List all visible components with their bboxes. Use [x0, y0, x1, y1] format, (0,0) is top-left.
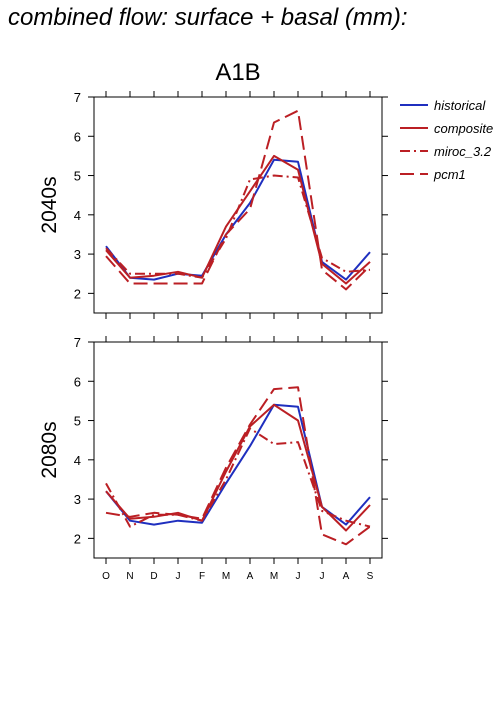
x-tick-label: O: [102, 571, 110, 582]
series-line-historical: [105, 403, 371, 526]
series-line-miroc-3-2: [105, 174, 371, 279]
row-label-2080s: 2080s: [38, 421, 61, 478]
legend-label-composite: composite: [434, 121, 493, 136]
x-tick-label: N: [126, 571, 133, 582]
series-line-historical: [105, 158, 371, 281]
y-tick-label: 6: [74, 129, 81, 144]
y-tick-label: 6: [74, 374, 81, 389]
page-title: combined flow: surface + basal (mm):: [8, 4, 408, 31]
x-tick-label: J: [296, 571, 301, 582]
x-tick-label: M: [270, 571, 278, 582]
y-tick-label: 2: [74, 531, 81, 546]
y-tick-label: 4: [74, 208, 81, 223]
y-tick-label: 7: [74, 335, 81, 350]
series-line-miroc-3-2: [105, 427, 371, 528]
plot-frame-2080s: [93, 341, 383, 559]
legend-label-historical: historical: [434, 98, 486, 113]
x-tick-label: M: [222, 571, 230, 582]
x-tick-label: J: [320, 571, 325, 582]
x-tick-label: D: [150, 571, 157, 582]
y-tick-label: 4: [74, 453, 81, 468]
series-line-pcm1: [105, 386, 371, 546]
x-tick-label: F: [199, 571, 205, 582]
x-tick-label: S: [367, 571, 374, 582]
series-line-composite: [105, 403, 371, 532]
row-label-2040s: 2040s: [38, 176, 61, 233]
legend-label-pcm1: pcm1: [433, 167, 466, 182]
y-tick-label: 3: [74, 492, 81, 507]
y-tick-label: 3: [74, 247, 81, 262]
y-tick-label: 5: [74, 169, 81, 184]
y-tick-label: 5: [74, 414, 81, 429]
x-tick-label: A: [343, 571, 350, 582]
plot-frame-2040s: [93, 96, 383, 314]
y-tick-label: 7: [74, 90, 81, 105]
scenario-label: A1B: [215, 59, 260, 86]
x-tick-label: A: [247, 571, 254, 582]
y-tick-label: 2: [74, 286, 81, 301]
x-tick-label: J: [176, 571, 181, 582]
series-line-pcm1: [105, 109, 371, 291]
legend-label-miroc-3-2: miroc_3.2: [434, 144, 492, 159]
